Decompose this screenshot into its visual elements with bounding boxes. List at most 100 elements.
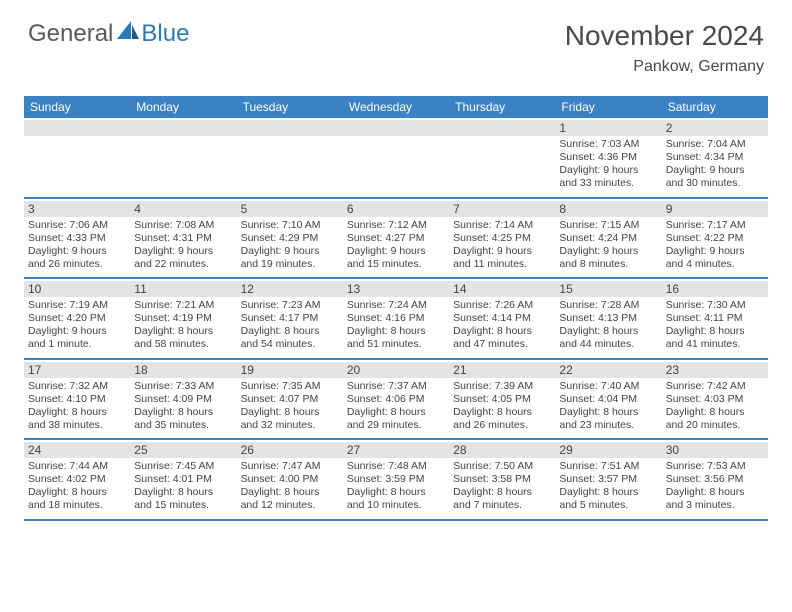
- day-cell: 29Sunrise: 7:51 AMSunset: 3:57 PMDayligh…: [555, 440, 661, 519]
- sunset-text: Sunset: 4:00 PM: [241, 473, 339, 486]
- daylight-text: Daylight: 8 hours and 12 minutes.: [241, 486, 339, 512]
- day-details: Sunrise: 7:12 AMSunset: 4:27 PMDaylight:…: [347, 219, 445, 272]
- daylight-text: Daylight: 8 hours and 58 minutes.: [134, 325, 232, 351]
- daylight-text: Daylight: 9 hours and 19 minutes.: [241, 245, 339, 271]
- day-details: Sunrise: 7:40 AMSunset: 4:04 PMDaylight:…: [559, 380, 657, 433]
- day-cell: 10 Sunrise: 7:19 AMSunset: 4:20 PMDayligh…: [24, 279, 130, 358]
- sunset-text: Sunset: 3:58 PM: [453, 473, 551, 486]
- day-number: 16: [662, 281, 768, 297]
- day-details: Sunrise: 7:10 AMSunset: 4:29 PMDaylight:…: [241, 219, 339, 272]
- daylight-text: Daylight: 8 hours and 54 minutes.: [241, 325, 339, 351]
- day-number: [130, 120, 236, 136]
- week-row: 10 Sunrise: 7:19 AMSunset: 4:20 PMDayligh…: [24, 279, 768, 360]
- day-cell: 3Sunrise: 7:06 AMSunset: 4:33 PMDaylight…: [24, 199, 130, 278]
- sunset-text: Sunset: 4:03 PM: [666, 393, 764, 406]
- sunrise-text: Sunrise: 7:30 AM: [666, 299, 764, 312]
- day-cell: 17Sunrise: 7:32 AMSunset: 4:10 PMDayligh…: [24, 360, 130, 439]
- sunrise-text: Sunrise: 7:51 AM: [559, 460, 657, 473]
- brand-text-blue: Blue: [141, 20, 189, 48]
- day-details: Sunrise: 7:21 AMSunset: 4:19 PMDaylight:…: [134, 299, 232, 352]
- day-details: Sunrise: 7:17 AMSunset: 4:22 PMDaylight:…: [666, 219, 764, 272]
- day-cell: 16 Sunrise: 7:30 AMSunset: 4:11 PMDayligh…: [662, 279, 768, 358]
- day-cell: 18Sunrise: 7:33 AMSunset: 4:09 PMDayligh…: [130, 360, 236, 439]
- day-cell: [343, 118, 449, 197]
- daylight-text: Daylight: 8 hours and 35 minutes.: [134, 406, 232, 432]
- sunset-text: Sunset: 4:29 PM: [241, 232, 339, 245]
- day-details: Sunrise: 7:53 AMSunset: 3:56 PMDaylight:…: [666, 460, 764, 513]
- sunset-text: Sunset: 4:01 PM: [134, 473, 232, 486]
- day-details: Sunrise: 7:19 AMSunset: 4:20 PMDaylight:…: [28, 299, 126, 352]
- day-details: Sunrise: 7:08 AMSunset: 4:31 PMDaylight:…: [134, 219, 232, 272]
- day-details: Sunrise: 7:35 AMSunset: 4:07 PMDaylight:…: [241, 380, 339, 433]
- daylight-text: Daylight: 8 hours and 10 minutes.: [347, 486, 445, 512]
- day-details: Sunrise: 7:15 AMSunset: 4:24 PMDaylight:…: [559, 219, 657, 272]
- sunrise-text: Sunrise: 7:06 AM: [28, 219, 126, 232]
- day-number: 29: [555, 442, 661, 458]
- day-number: 10: [24, 281, 130, 297]
- day-details: Sunrise: 7:45 AMSunset: 4:01 PMDaylight:…: [134, 460, 232, 513]
- daylight-text: Daylight: 9 hours and 15 minutes.: [347, 245, 445, 271]
- day-number: 8: [555, 201, 661, 217]
- day-number: 3: [24, 201, 130, 217]
- sunset-text: Sunset: 4:04 PM: [559, 393, 657, 406]
- weekday-header-row: Sunday Monday Tuesday Wednesday Thursday…: [24, 96, 768, 118]
- sunrise-text: Sunrise: 7:03 AM: [559, 138, 657, 151]
- day-number: [24, 120, 130, 136]
- sunrise-text: Sunrise: 7:40 AM: [559, 380, 657, 393]
- sunrise-text: Sunrise: 7:37 AM: [347, 380, 445, 393]
- day-cell: 27Sunrise: 7:48 AMSunset: 3:59 PMDayligh…: [343, 440, 449, 519]
- sunset-text: Sunset: 4:16 PM: [347, 312, 445, 325]
- day-cell: 15Sunrise: 7:28 AMSunset: 4:13 PMDayligh…: [555, 279, 661, 358]
- day-number: [237, 120, 343, 136]
- daylight-text: Daylight: 9 hours and 22 minutes.: [134, 245, 232, 271]
- daylight-text: Daylight: 8 hours and 29 minutes.: [347, 406, 445, 432]
- sunrise-text: Sunrise: 7:35 AM: [241, 380, 339, 393]
- day-number: 9: [662, 201, 768, 217]
- day-cell: 2Sunrise: 7:04 AMSunset: 4:34 PMDaylight…: [662, 118, 768, 197]
- day-number: 2: [662, 120, 768, 136]
- day-cell: 23Sunrise: 7:42 AMSunset: 4:03 PMDayligh…: [662, 360, 768, 439]
- day-cell: 9 Sunrise: 7:17 AMSunset: 4:22 PMDaylight…: [662, 199, 768, 278]
- day-details: Sunrise: 7:26 AMSunset: 4:14 PMDaylight:…: [453, 299, 551, 352]
- daylight-text: Daylight: 8 hours and 41 minutes.: [666, 325, 764, 351]
- day-cell: 19 Sunrise: 7:35 AMSunset: 4:07 PMDayligh…: [237, 360, 343, 439]
- day-details: Sunrise: 7:28 AMSunset: 4:13 PMDaylight:…: [559, 299, 657, 352]
- sunset-text: Sunset: 3:59 PM: [347, 473, 445, 486]
- day-details: Sunrise: 7:47 AMSunset: 4:00 PMDaylight:…: [241, 460, 339, 513]
- day-cell: [130, 118, 236, 197]
- sail-icon: [117, 21, 139, 39]
- sunset-text: Sunset: 4:11 PM: [666, 312, 764, 325]
- daylight-text: Daylight: 8 hours and 20 minutes.: [666, 406, 764, 432]
- day-number: 11: [130, 281, 236, 297]
- daylight-text: Daylight: 8 hours and 32 minutes.: [241, 406, 339, 432]
- week-row: 1Sunrise: 7:03 AMSunset: 4:36 PMDaylight…: [24, 118, 768, 199]
- day-cell: 26Sunrise: 7:47 AMSunset: 4:00 PMDayligh…: [237, 440, 343, 519]
- sunset-text: Sunset: 4:10 PM: [28, 393, 126, 406]
- day-cell: 7Sunrise: 7:14 AMSunset: 4:25 PMDaylight…: [449, 199, 555, 278]
- day-cell: 8 Sunrise: 7:15 AMSunset: 4:24 PMDaylight…: [555, 199, 661, 278]
- sunrise-text: Sunrise: 7:28 AM: [559, 299, 657, 312]
- day-number: 19: [237, 362, 343, 378]
- day-number: 27: [343, 442, 449, 458]
- title-block: November 2024 Pankow, Germany: [565, 20, 764, 76]
- day-cell: 12Sunrise: 7:23 AMSunset: 4:17 PMDayligh…: [237, 279, 343, 358]
- day-number: 13: [343, 281, 449, 297]
- sunset-text: Sunset: 4:17 PM: [241, 312, 339, 325]
- weekday-header: Tuesday: [237, 96, 343, 118]
- sunset-text: Sunset: 4:05 PM: [453, 393, 551, 406]
- day-details: Sunrise: 7:39 AMSunset: 4:05 PMDaylight:…: [453, 380, 551, 433]
- sunrise-text: Sunrise: 7:42 AM: [666, 380, 764, 393]
- day-cell: 21Sunrise: 7:39 AMSunset: 4:05 PMDayligh…: [449, 360, 555, 439]
- sunrise-text: Sunrise: 7:47 AM: [241, 460, 339, 473]
- daylight-text: Daylight: 9 hours and 4 minutes.: [666, 245, 764, 271]
- daylight-text: Daylight: 8 hours and 23 minutes.: [559, 406, 657, 432]
- day-number: 14: [449, 281, 555, 297]
- day-number: 5: [237, 201, 343, 217]
- day-cell: 14 Sunrise: 7:26 AMSunset: 4:14 PMDayligh…: [449, 279, 555, 358]
- sunset-text: Sunset: 4:22 PM: [666, 232, 764, 245]
- day-number: 30: [662, 442, 768, 458]
- day-cell: 13Sunrise: 7:24 AMSunset: 4:16 PMDayligh…: [343, 279, 449, 358]
- daylight-text: Daylight: 9 hours and 33 minutes.: [559, 164, 657, 190]
- page-header: General Blue November 2024 Pankow, Germa…: [0, 0, 792, 84]
- day-number: 6: [343, 201, 449, 217]
